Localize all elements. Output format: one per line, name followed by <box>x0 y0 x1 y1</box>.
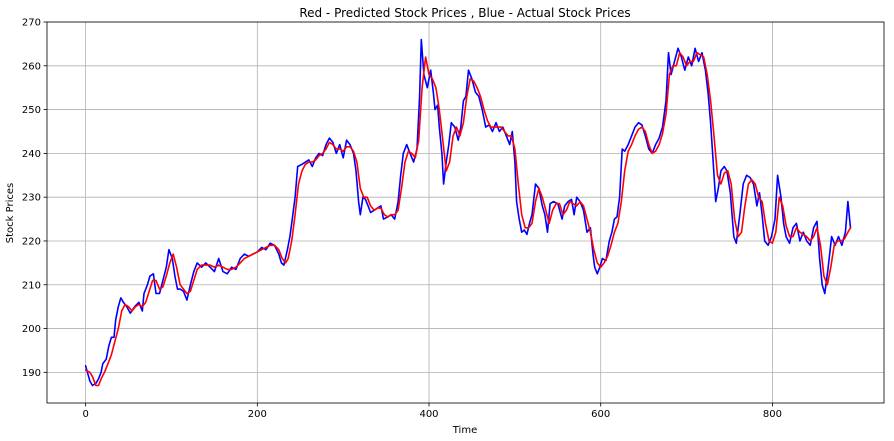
plot-frame <box>46 21 885 404</box>
y-tick-label: 200 <box>22 324 41 335</box>
x-tick-label: 0 <box>82 409 88 420</box>
y-tick-label: 230 <box>22 193 41 204</box>
y-tick-label: 210 <box>22 280 41 291</box>
y-tick-label: 190 <box>22 368 41 379</box>
y-tick-label: 220 <box>22 236 41 247</box>
y-tick-label: 250 <box>22 105 41 116</box>
y-tick-label: 260 <box>22 61 41 72</box>
x-tick-label: 600 <box>591 409 610 420</box>
x-tick-label: 200 <box>248 409 267 420</box>
y-tick-label: 240 <box>22 149 41 160</box>
x-axis-label: Time <box>452 425 477 436</box>
actual-price-line <box>84 38 852 387</box>
predicted-price-line <box>84 51 852 387</box>
y-tick-label: 270 <box>22 18 41 29</box>
x-tick-label: 400 <box>419 409 438 420</box>
series-layer <box>84 38 852 387</box>
y-axis-label: Stock Prices <box>5 183 16 243</box>
x-tick-label: 800 <box>763 409 782 420</box>
chart-title: Red - Predicted Stock Prices , Blue - Ac… <box>299 6 630 20</box>
axis-ticks: 0 200 400 600 800 190 200 210 220 230 240 250 260 270 <box>22 18 782 421</box>
